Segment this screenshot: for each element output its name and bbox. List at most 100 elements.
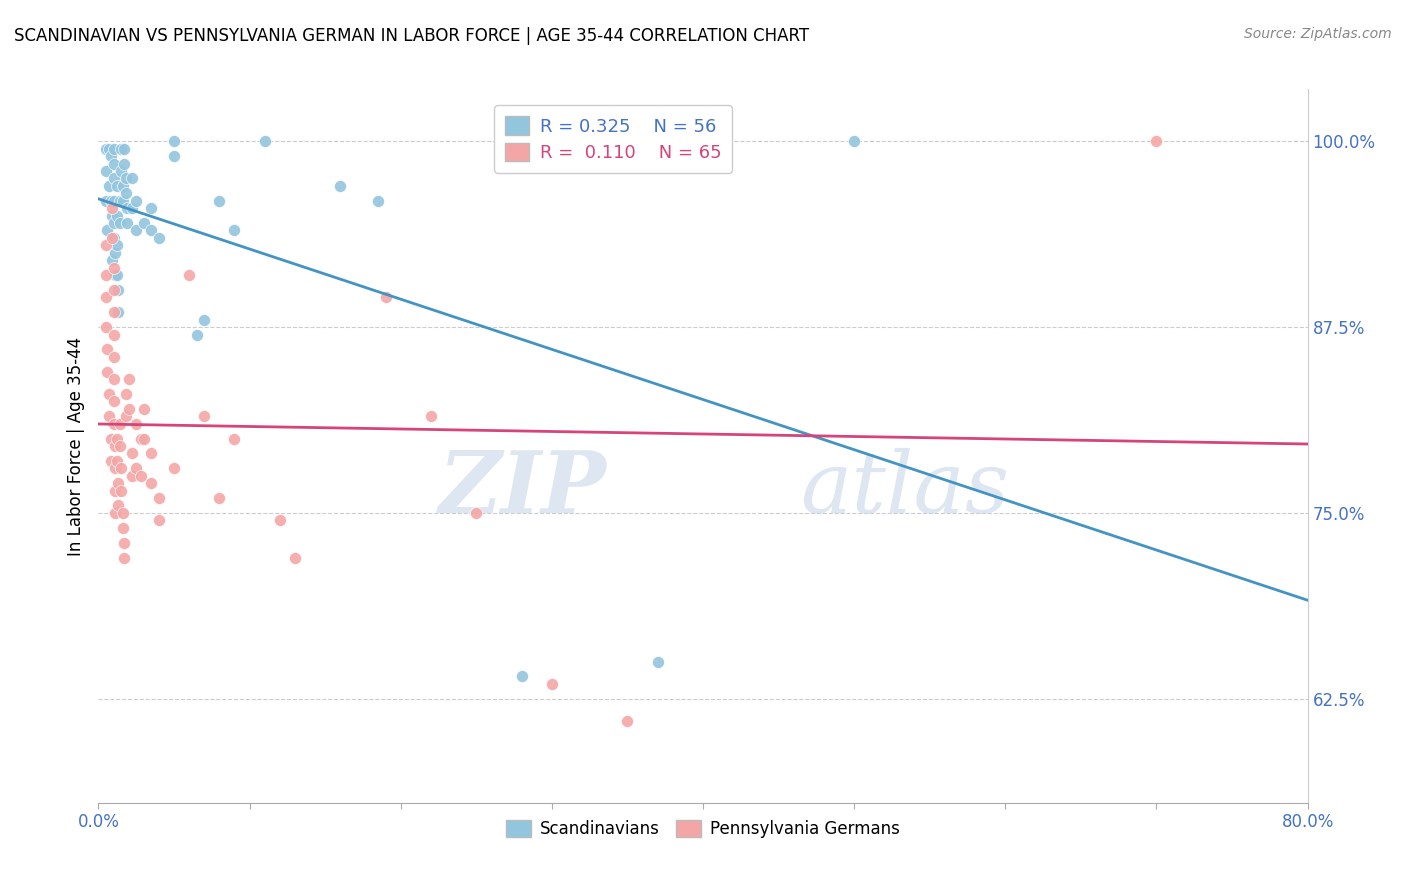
Point bbox=[103, 171, 125, 186]
Point bbox=[118, 372, 141, 386]
Point bbox=[111, 506, 134, 520]
Point bbox=[121, 171, 143, 186]
Point bbox=[148, 491, 170, 505]
Point bbox=[103, 283, 125, 297]
Point bbox=[103, 305, 125, 319]
Point bbox=[125, 194, 148, 208]
Text: Source: ZipAtlas.com: Source: ZipAtlas.com bbox=[1244, 27, 1392, 41]
Point bbox=[224, 432, 246, 446]
Point bbox=[510, 669, 533, 683]
Point bbox=[105, 178, 128, 193]
Point bbox=[112, 550, 135, 565]
Point bbox=[420, 409, 443, 424]
Point bbox=[101, 209, 124, 223]
Point bbox=[121, 468, 143, 483]
Point bbox=[110, 461, 132, 475]
Point bbox=[115, 216, 138, 230]
Point bbox=[94, 290, 117, 304]
Point bbox=[103, 260, 125, 275]
Point bbox=[94, 268, 117, 282]
Point bbox=[98, 142, 121, 156]
Point bbox=[103, 327, 125, 342]
Point bbox=[844, 134, 866, 148]
Y-axis label: In Labor Force | Age 35-44: In Labor Force | Age 35-44 bbox=[66, 336, 84, 556]
Point bbox=[108, 216, 131, 230]
Point bbox=[100, 194, 122, 208]
Point bbox=[111, 194, 134, 208]
Point bbox=[94, 142, 117, 156]
Point bbox=[129, 432, 152, 446]
Point bbox=[94, 320, 117, 334]
Point bbox=[114, 409, 136, 424]
Point bbox=[114, 171, 136, 186]
Text: SCANDINAVIAN VS PENNSYLVANIA GERMAN IN LABOR FORCE | AGE 35-44 CORRELATION CHART: SCANDINAVIAN VS PENNSYLVANIA GERMAN IN L… bbox=[14, 27, 810, 45]
Text: atlas: atlas bbox=[800, 448, 1010, 530]
Text: ZIP: ZIP bbox=[439, 447, 606, 531]
Point bbox=[103, 350, 125, 364]
Point bbox=[110, 142, 132, 156]
Point bbox=[129, 468, 152, 483]
Point bbox=[193, 312, 215, 326]
Point bbox=[105, 432, 128, 446]
Point bbox=[115, 201, 138, 215]
Point bbox=[540, 677, 562, 691]
Point bbox=[132, 432, 155, 446]
Point bbox=[103, 156, 125, 170]
Point bbox=[104, 245, 127, 260]
Point bbox=[100, 432, 122, 446]
Point bbox=[96, 223, 118, 237]
Point bbox=[98, 178, 121, 193]
Point bbox=[616, 714, 638, 728]
Point bbox=[101, 253, 124, 268]
Point bbox=[94, 194, 117, 208]
Point bbox=[253, 134, 276, 148]
Point bbox=[465, 506, 488, 520]
Point bbox=[186, 327, 208, 342]
Point bbox=[108, 194, 131, 208]
Point bbox=[111, 521, 134, 535]
Point bbox=[208, 491, 231, 505]
Point bbox=[105, 268, 128, 282]
Point bbox=[125, 417, 148, 431]
Point bbox=[107, 305, 129, 319]
Point bbox=[104, 268, 127, 282]
Point bbox=[94, 164, 117, 178]
Point bbox=[111, 178, 134, 193]
Point bbox=[103, 231, 125, 245]
Point bbox=[105, 209, 128, 223]
Point bbox=[141, 201, 163, 215]
Legend: Scandinavians, Pennsylvania Germans: Scandinavians, Pennsylvania Germans bbox=[499, 813, 907, 845]
Point bbox=[284, 550, 307, 565]
Point bbox=[103, 194, 125, 208]
Point bbox=[96, 365, 118, 379]
Point bbox=[193, 409, 215, 424]
Point bbox=[110, 164, 132, 178]
Point bbox=[647, 655, 669, 669]
Point bbox=[107, 283, 129, 297]
Point bbox=[103, 417, 125, 431]
Point bbox=[100, 454, 122, 468]
Point bbox=[101, 201, 124, 215]
Point bbox=[163, 149, 186, 163]
Point bbox=[104, 506, 127, 520]
Point bbox=[112, 535, 135, 549]
Point bbox=[107, 499, 129, 513]
Point bbox=[101, 231, 124, 245]
Point bbox=[224, 223, 246, 237]
Point bbox=[125, 223, 148, 237]
Point bbox=[110, 483, 132, 498]
Point bbox=[105, 238, 128, 252]
Point bbox=[179, 268, 201, 282]
Point bbox=[104, 461, 127, 475]
Point bbox=[104, 439, 127, 453]
Point bbox=[141, 476, 163, 491]
Point bbox=[108, 417, 131, 431]
Point bbox=[163, 134, 186, 148]
Point bbox=[104, 483, 127, 498]
Point bbox=[367, 194, 389, 208]
Point bbox=[98, 409, 121, 424]
Point bbox=[269, 513, 291, 527]
Point bbox=[107, 476, 129, 491]
Point bbox=[98, 387, 121, 401]
Point bbox=[103, 372, 125, 386]
